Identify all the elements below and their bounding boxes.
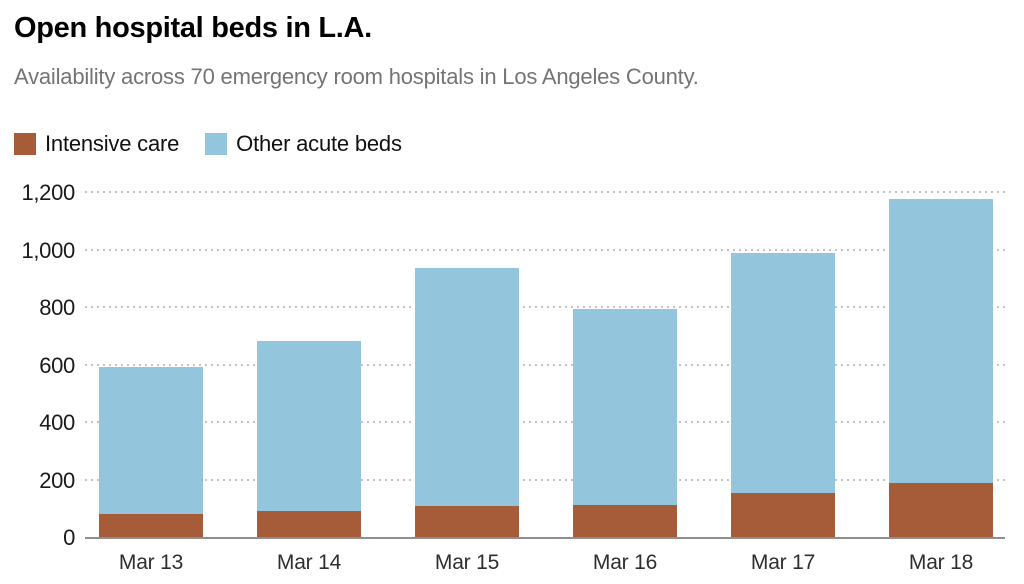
legend-item-other-acute-beds: Other acute beds [205,131,402,157]
y-tick-label: 400 [39,410,75,435]
bar-segment-intensive-care [573,504,677,538]
bar-segment-intensive-care [257,510,361,538]
bar-segment-intensive-care [731,493,835,538]
bar-mar-13 [99,193,203,538]
bar-segment-intensive-care [99,513,203,538]
gridline [85,306,1005,308]
bar-segment-intensive-care [415,506,519,538]
y-tick-label: 0 [63,525,75,550]
y-axis-labels: 0 200 400 600 800 1,000 1,200 [0,182,75,549]
chart-subtitle: Availability across 70 emergency room ho… [14,64,699,89]
gridline [85,191,1005,193]
y-tick-label: 600 [39,352,75,378]
gridline [85,421,1005,423]
x-axis-line [85,537,1005,539]
y-tick-label: 1,000 [21,237,75,263]
legend: Intensive care Other acute beds [14,131,402,157]
x-tick-label: Mar 18 [908,551,974,574]
bar-segment-other-acute-beds [257,341,361,511]
y-tick-label: 800 [39,295,75,320]
y-tick-label: 200 [39,467,75,493]
bar-segment-other-acute-beds [415,267,519,507]
gridline [85,248,1005,251]
bar-segment-other-acute-beds [573,309,677,505]
x-tick-label: Mar 13 [118,551,184,574]
bar-mar-14 [257,193,361,538]
bars-row [85,193,1005,538]
x-tick-label: Mar 14 [276,551,342,574]
bar-mar-18 [889,193,993,538]
y-tick-label: 1,200 [21,180,75,205]
x-tick-label: Mar 17 [750,551,816,574]
legend-label: Intensive care [45,131,180,156]
x-tick-label: Mar 16 [592,551,658,574]
bar-segment-other-acute-beds [99,366,203,514]
chart-title: Open hospital beds in L.A. [14,12,372,44]
other-acute-beds-swatch [205,133,228,155]
gridline [85,363,1005,366]
bar-mar-15 [415,193,519,538]
x-tick-label: Mar 15 [434,551,500,574]
bar-segment-intensive-care [889,483,993,538]
plot-area [85,191,1005,539]
bar-mar-16 [573,193,677,538]
legend-label: Other acute beds [236,131,402,156]
legend-item-intensive-care: Intensive care [14,131,179,157]
bar-mar-17 [731,193,835,538]
bar-segment-other-acute-beds [889,198,993,484]
gridline [85,478,1005,481]
intensive-care-swatch [14,133,36,155]
bar-segment-other-acute-beds [731,253,835,494]
x-axis-labels: Mar 13 Mar 14 Mar 15 Mar 16 Mar 17 Mar 18 [85,551,1005,575]
